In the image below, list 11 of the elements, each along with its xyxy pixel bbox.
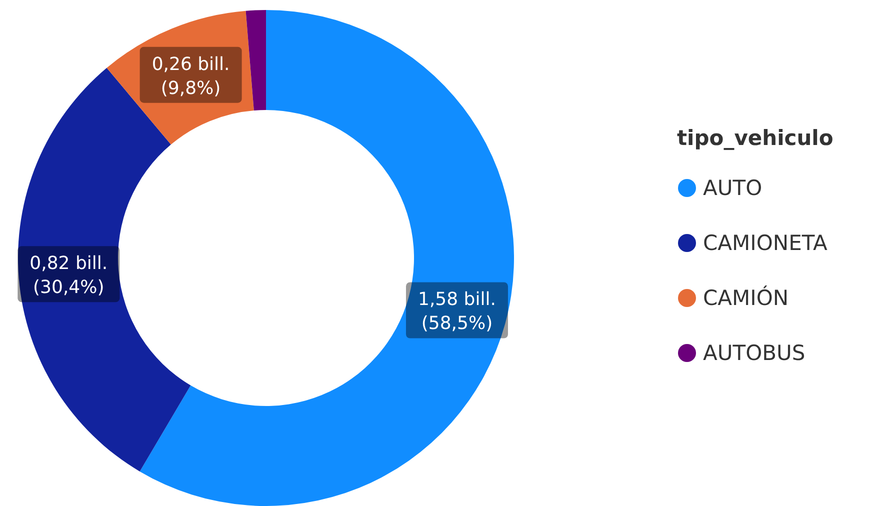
legend-title: tipo_vehiculo (677, 126, 834, 150)
data-label: 0,82 bill. (30,4%) (30, 253, 108, 298)
data-label: 0,26 bill. (9,8%) (152, 54, 230, 99)
donut-slice (246, 10, 266, 110)
donut-slice (140, 10, 514, 506)
legend-label: AUTOBUS (703, 340, 806, 364)
donut-slice (106, 10, 254, 145)
legend-label: CAMIÓN (703, 286, 789, 310)
legend-label: CAMIONETA (703, 230, 828, 254)
data-label: 1,58 bill. (58,5%) (418, 289, 496, 334)
legend-label: AUTO (703, 176, 762, 200)
